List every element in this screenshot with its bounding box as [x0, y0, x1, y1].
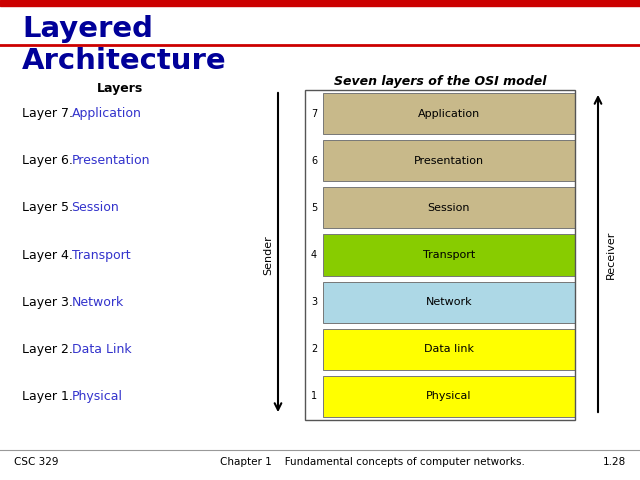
- Text: Layered: Layered: [22, 15, 153, 43]
- Text: 2: 2: [311, 344, 317, 354]
- Text: Data Link: Data Link: [72, 343, 131, 356]
- Text: Physical: Physical: [72, 390, 122, 403]
- Text: Presentation: Presentation: [414, 156, 484, 166]
- Text: Transport: Transport: [72, 249, 130, 262]
- Text: Receiver: Receiver: [606, 231, 616, 279]
- Text: Network: Network: [72, 296, 124, 309]
- Text: 1: 1: [311, 391, 317, 401]
- Text: Application: Application: [72, 107, 141, 120]
- Text: 6: 6: [311, 156, 317, 166]
- Text: Layers: Layers: [97, 82, 143, 95]
- Bar: [0, 0, 640, 6]
- Bar: [323, 187, 575, 228]
- Bar: [323, 140, 575, 181]
- Bar: [305, 90, 575, 420]
- Text: Sender: Sender: [263, 235, 273, 275]
- Text: Data link: Data link: [424, 344, 474, 354]
- Text: Layer 4.: Layer 4.: [22, 249, 77, 262]
- Text: Layer 1.: Layer 1.: [22, 390, 77, 403]
- Text: Presentation: Presentation: [72, 154, 150, 167]
- Text: 3: 3: [311, 297, 317, 307]
- Text: 5: 5: [311, 203, 317, 213]
- Bar: [323, 376, 575, 417]
- Text: Application: Application: [418, 108, 480, 119]
- Text: CSC 329: CSC 329: [14, 457, 58, 467]
- Text: 7: 7: [311, 108, 317, 119]
- Bar: [323, 329, 575, 370]
- Bar: [323, 282, 575, 323]
- Text: Session: Session: [428, 203, 470, 213]
- Text: Seven layers of the OSI model: Seven layers of the OSI model: [333, 75, 547, 88]
- Bar: [323, 234, 575, 276]
- Text: Transport: Transport: [423, 250, 475, 260]
- Text: Network: Network: [426, 297, 472, 307]
- Text: Layer 3.: Layer 3.: [22, 296, 77, 309]
- Text: Layer 5.: Layer 5.: [22, 201, 77, 215]
- Text: Layer 7.: Layer 7.: [22, 107, 77, 120]
- Bar: [323, 93, 575, 134]
- Text: Session: Session: [72, 201, 119, 215]
- Text: Layer 2.: Layer 2.: [22, 343, 77, 356]
- Text: 1.28: 1.28: [603, 457, 626, 467]
- Text: Layer 6.: Layer 6.: [22, 154, 77, 167]
- Text: Physical: Physical: [426, 391, 472, 401]
- Text: Chapter 1    Fundamental concepts of computer networks.: Chapter 1 Fundamental concepts of comput…: [220, 457, 525, 467]
- Text: 4: 4: [311, 250, 317, 260]
- Text: Architecture: Architecture: [22, 47, 227, 75]
